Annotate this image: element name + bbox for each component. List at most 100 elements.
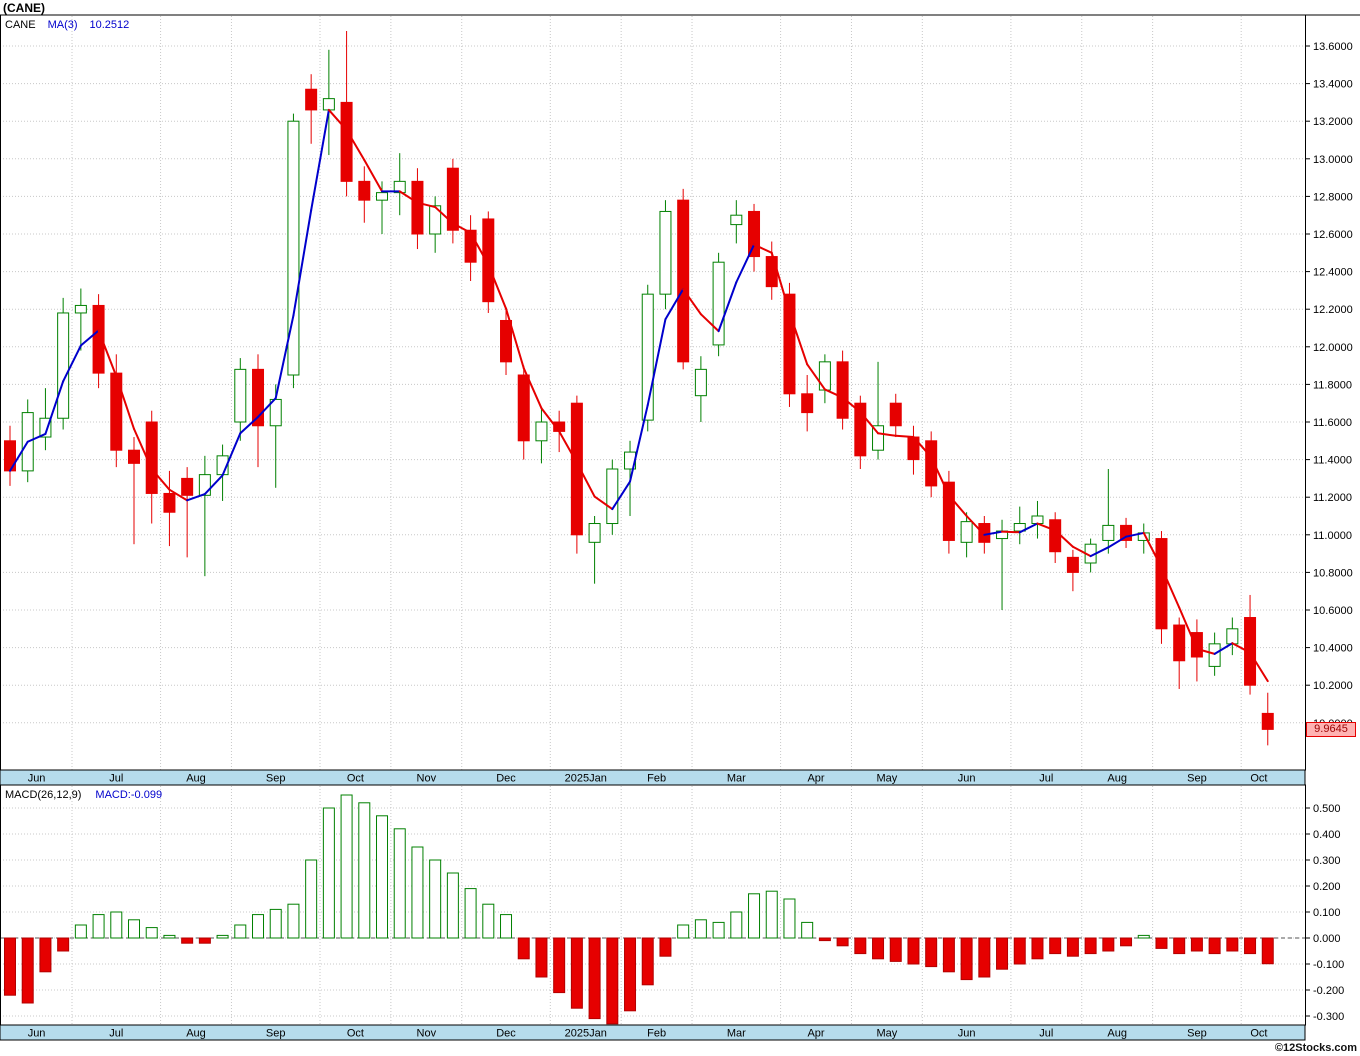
price-axis-label: 12.8000 — [1313, 191, 1353, 203]
ma3-line-segment — [1054, 529, 1074, 548]
candle-body — [1173, 624, 1186, 662]
candle-body — [889, 402, 902, 427]
candle-body — [730, 214, 743, 226]
ma3-line-segment — [487, 263, 508, 310]
ma3-line-segment — [115, 375, 136, 430]
macd-axis-label: 0.500 — [1313, 803, 1341, 815]
price-axis-label: 11.4000 — [1313, 455, 1352, 467]
ma3-line-segment — [682, 288, 702, 316]
candle-body — [57, 312, 70, 419]
month-label: Oct — [1250, 773, 1267, 785]
candle-body — [1244, 617, 1257, 686]
candle-body — [925, 440, 938, 487]
macd-bar — [624, 937, 637, 1012]
macd-bar — [996, 937, 1009, 970]
ma3-line-segment — [629, 404, 649, 483]
ma3-line-segment — [522, 367, 543, 410]
price-axis-label: 12.0000 — [1313, 342, 1353, 354]
candle-body — [358, 180, 371, 201]
candle-body — [305, 88, 318, 111]
candle-body — [836, 361, 849, 419]
month-label: Jul — [109, 1028, 123, 1040]
macd-bar — [376, 815, 389, 939]
price-axis-label: 11.2000 — [1313, 492, 1352, 504]
month-label: Aug — [186, 1028, 206, 1040]
ma3-line-segment — [469, 231, 490, 266]
macd-bar — [1244, 937, 1257, 955]
macd-bar — [1137, 934, 1150, 939]
ma3-line-segment — [1178, 606, 1198, 650]
month-label: 2025Jan — [565, 773, 607, 785]
month-label: Dec — [496, 1028, 516, 1040]
macd-bar — [783, 898, 796, 939]
candle-body — [110, 372, 123, 451]
candle-body — [748, 210, 761, 258]
macd-bar — [322, 807, 335, 939]
ma3-line-segment — [877, 432, 897, 437]
month-label: Nov — [417, 773, 437, 785]
macd-bar — [74, 924, 87, 939]
candle-body — [74, 304, 87, 314]
macd-bar — [1226, 937, 1239, 952]
candle-body — [39, 417, 52, 438]
ma3-line-segment — [168, 488, 189, 502]
ma3-line-segment — [646, 318, 667, 407]
macd-axis-label: -0.300 — [1313, 1011, 1344, 1023]
candle-body — [978, 523, 991, 543]
month-label: Apr — [807, 1028, 824, 1040]
candle-body — [1208, 643, 1221, 667]
ma3-line-segment — [947, 494, 968, 517]
macd-bar — [1120, 937, 1133, 947]
candle-body — [198, 474, 211, 496]
candle-body — [694, 368, 707, 397]
price-axis-label: 11.0000 — [1313, 530, 1352, 542]
month-label: Oct — [347, 773, 364, 785]
month-label: Feb — [647, 773, 666, 785]
macd-bar — [21, 937, 34, 1004]
macd-axis-label: 0.100 — [1313, 907, 1341, 919]
ma3-line-segment — [558, 430, 578, 464]
macd-bar — [234, 924, 247, 939]
ma3-line-segment — [593, 495, 614, 511]
ma3-line-segment — [327, 108, 348, 131]
macd-panel-frame — [0, 784, 1306, 1026]
macd-bar — [340, 794, 353, 939]
candle-body — [765, 256, 778, 288]
macd-bar — [730, 911, 743, 939]
ma3-line-segment — [9, 440, 29, 472]
macd-bar — [836, 937, 849, 947]
candle-body — [411, 180, 424, 235]
macd-bar — [500, 914, 513, 939]
month-label: Oct — [1250, 1028, 1267, 1040]
ma3-line-segment — [859, 410, 880, 435]
macd-bar — [712, 921, 725, 939]
ma3-line-segment — [1249, 651, 1269, 683]
macd-axis-label: -0.100 — [1313, 959, 1344, 971]
month-label: Mar — [727, 1028, 746, 1040]
macd-bar — [960, 937, 973, 981]
candle-body — [1102, 524, 1115, 541]
month-label: Jul — [109, 773, 123, 785]
price-axis-label: 11.6000 — [1313, 417, 1352, 429]
legend-ma-value: 10.2512 — [89, 19, 130, 31]
candle-body — [1190, 632, 1203, 658]
macd-bar — [1261, 937, 1274, 965]
ma3-line-segment — [451, 222, 472, 234]
macd-bar — [181, 937, 194, 944]
candle-body — [1066, 556, 1079, 573]
macd-bar — [252, 914, 265, 939]
ma3-line-segment — [221, 432, 242, 477]
price-axis-label: 13.6000 — [1313, 41, 1353, 53]
ma3-line-segment — [664, 288, 685, 321]
month-label: Sep — [266, 773, 286, 785]
macd-bar — [1208, 937, 1221, 955]
macd-bar — [482, 903, 495, 939]
ma3-line-segment — [611, 480, 632, 511]
candle-body — [517, 374, 530, 442]
ma3-line-segment — [310, 108, 330, 212]
macd-bar — [1031, 937, 1044, 960]
candle-body — [393, 180, 406, 194]
ma3-line-segment — [398, 190, 419, 204]
candle-body — [376, 192, 389, 201]
